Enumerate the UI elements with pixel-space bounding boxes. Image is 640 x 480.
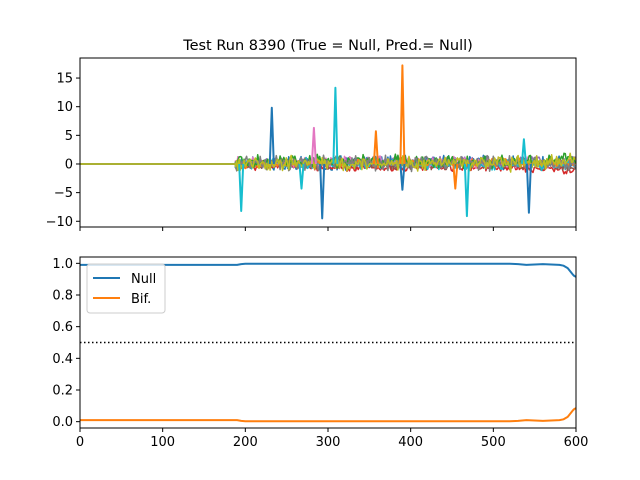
chart-title: Test Run 8390 (True = Null, Pred.= Null) bbox=[182, 38, 473, 54]
top-y-tick-label: 15 bbox=[56, 72, 73, 87]
top-spike bbox=[399, 64, 406, 165]
top-spike bbox=[520, 138, 527, 165]
top-y-tick-label: −5 bbox=[54, 186, 73, 201]
top-spike bbox=[319, 163, 326, 220]
bottom-axes: 0.0 0.2 0.4 0.6 0.8 1.0 0 100 200 300 400 500 600 N… bbox=[52, 256, 589, 450]
top-y-tick-label: −10 bbox=[46, 215, 73, 230]
bottom-y-tick-label: 0.2 bbox=[52, 384, 73, 399]
bottom-y-ticks: 0.0 0.2 0.4 0.6 0.8 1.0 bbox=[52, 257, 80, 430]
bottom-axes-frame bbox=[79, 256, 577, 429]
top-spike bbox=[463, 163, 470, 218]
bottom-y-tick-label: 1.0 bbox=[52, 257, 73, 272]
top-axes-frame bbox=[79, 57, 577, 228]
top-spike bbox=[238, 163, 245, 212]
legend-box bbox=[86, 263, 166, 314]
top-spike bbox=[310, 126, 317, 165]
bottom-x-tick-label: 400 bbox=[398, 435, 423, 450]
top-spike bbox=[268, 106, 275, 165]
legend: Null Bif. bbox=[86, 263, 166, 314]
bottom-x-tick-label: 100 bbox=[150, 435, 175, 450]
top-spike bbox=[525, 163, 532, 214]
bottom-y-tick-label: 0.8 bbox=[52, 289, 73, 304]
top-axes: Test Run 8390 (True = Null, Pred.= Null)… bbox=[46, 38, 577, 231]
top-x-ticks bbox=[79, 227, 577, 231]
top-y-ticks: −10 −5 0 5 10 15 bbox=[46, 72, 80, 230]
top-series-group bbox=[80, 64, 576, 220]
top-spike bbox=[452, 163, 459, 190]
top-y-tick-label: 5 bbox=[65, 129, 73, 144]
top-y-tick-label: 10 bbox=[56, 100, 73, 115]
bottom-x-tick-label: 600 bbox=[564, 435, 589, 450]
bottom-x-tick-label: 200 bbox=[233, 435, 258, 450]
legend-label-bif: Bif. bbox=[131, 292, 151, 307]
bottom-y-tick-label: 0.0 bbox=[52, 415, 73, 430]
top-y-tick-label: 0 bbox=[65, 157, 73, 172]
top-spike bbox=[399, 163, 406, 191]
bottom-x-ticks: 0 100 200 300 400 500 600 bbox=[76, 428, 589, 450]
bottom-y-tick-label: 0.6 bbox=[52, 320, 73, 335]
top-spike bbox=[298, 163, 305, 190]
legend-label-null: Null bbox=[131, 272, 156, 287]
bottom-x-tick-label: 0 bbox=[76, 435, 84, 450]
bottom-x-tick-label: 500 bbox=[481, 435, 506, 450]
top-spike bbox=[332, 86, 339, 165]
series-line-null bbox=[80, 262, 577, 278]
bottom-x-tick-label: 300 bbox=[316, 435, 341, 450]
top-spike bbox=[372, 130, 379, 165]
bottom-y-tick-label: 0.4 bbox=[52, 352, 73, 367]
bottom-series-group bbox=[80, 262, 577, 423]
series-line-bif bbox=[80, 407, 577, 423]
